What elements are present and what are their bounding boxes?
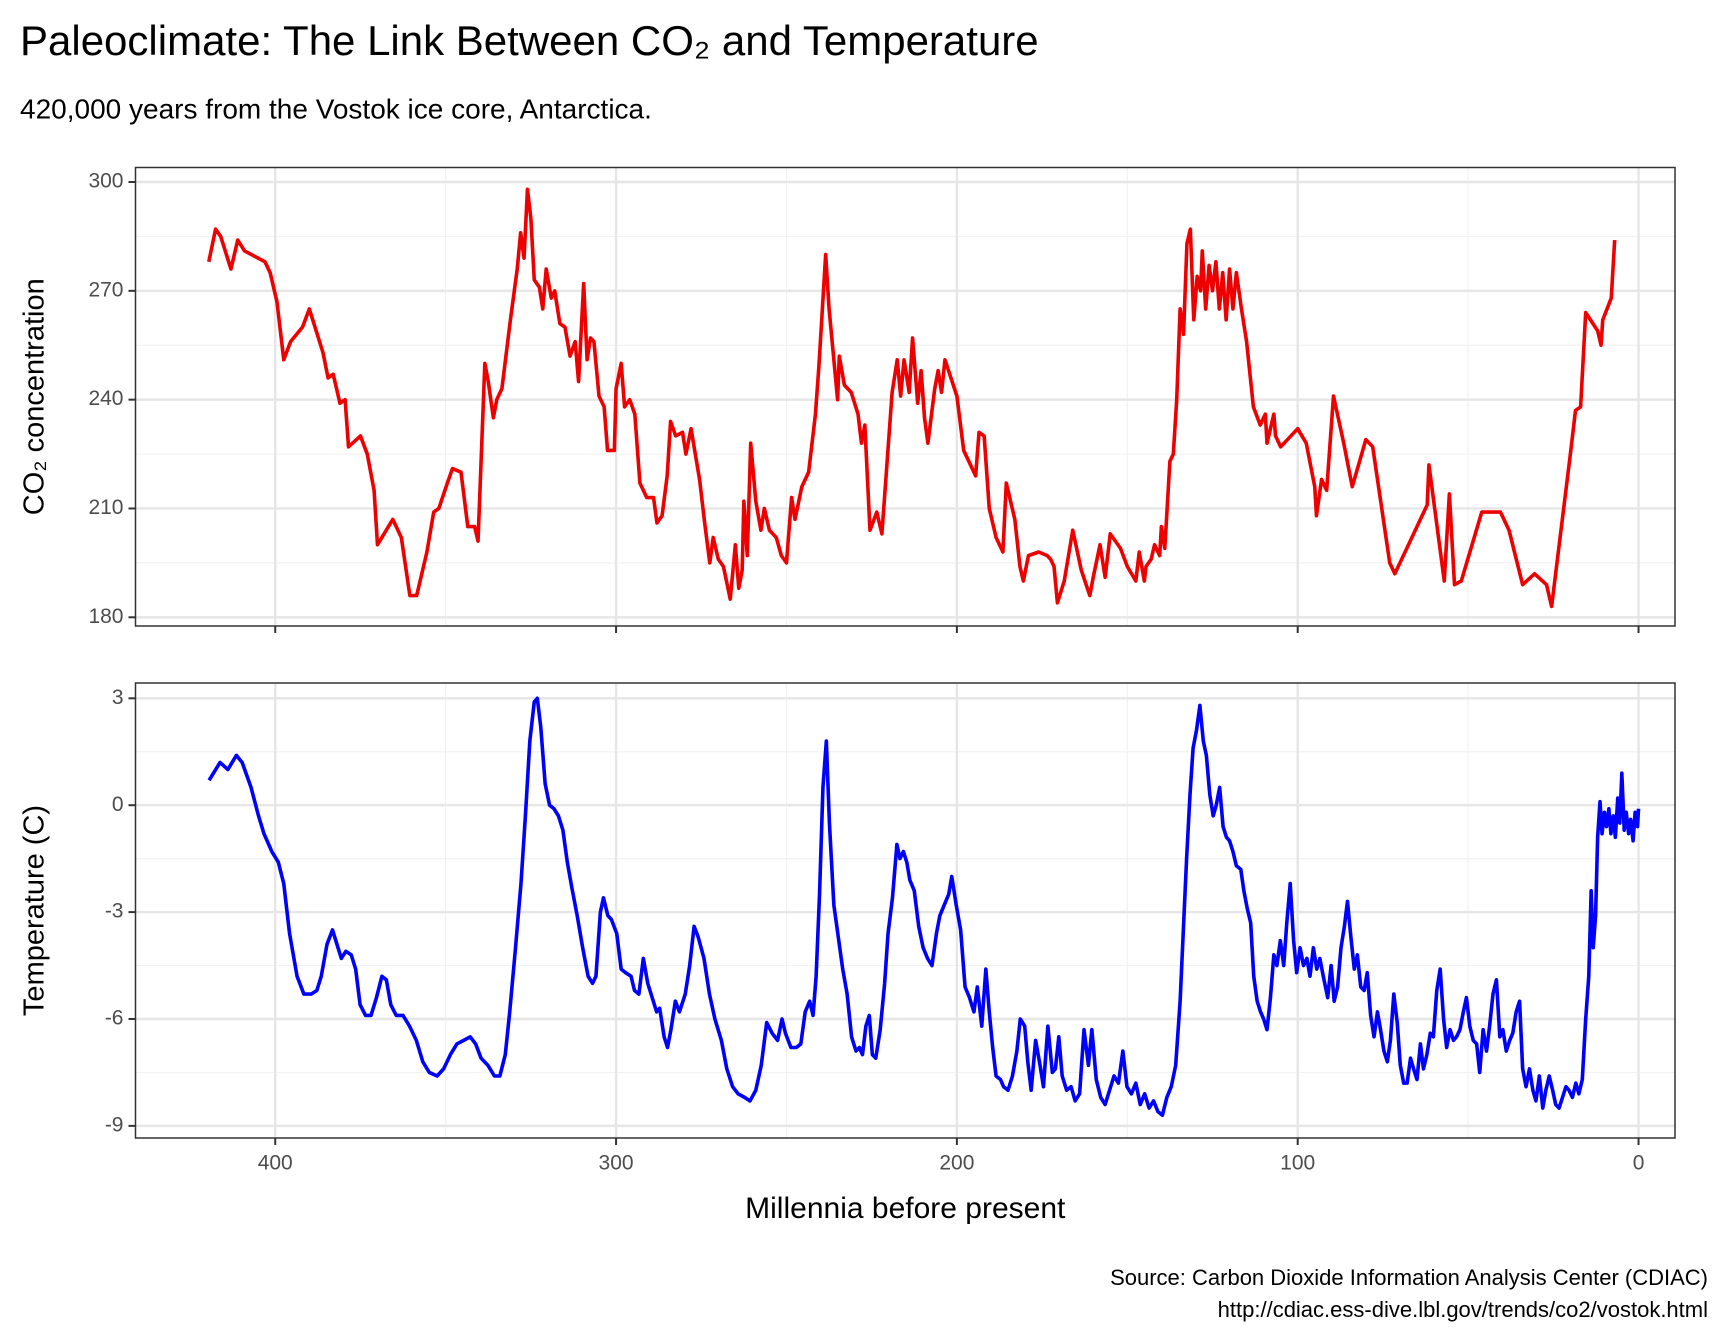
y-tick-label: 0 [112, 793, 124, 816]
y-axis-title: Temperature (C) [19, 805, 51, 1016]
y-tick-label: -9 [105, 1113, 124, 1136]
x-tick-label: 100 [1280, 1152, 1315, 1175]
data-line [207, 187, 1617, 609]
panel-border [134, 166, 1676, 627]
y-tick-label: -3 [105, 900, 124, 923]
data-line [207, 696, 1641, 1117]
x-tick-label: 0 [1633, 1152, 1645, 1175]
y-tick-label: 3 [112, 686, 124, 709]
panel-background [135, 167, 1675, 626]
chart-subtitle: 420,000 years from the Vostok ice core, … [20, 93, 652, 124]
caption: http://cdiac.ess-dive.lbl.gov/trends/co2… [1218, 1297, 1708, 1322]
panel-border [134, 682, 1676, 1139]
x-tick-label: 300 [599, 1152, 634, 1175]
y-tick-label: 240 [88, 387, 123, 410]
chart-title: Paleoclimate: The Link Between CO₂ and T… [20, 17, 1039, 64]
caption: Source: Carbon Dioxide Information Analy… [1110, 1265, 1708, 1290]
y-tick-label: 210 [88, 496, 123, 519]
y-tick-label: 180 [88, 605, 123, 628]
y-tick-label: -6 [105, 1007, 124, 1030]
y-axis-title: CO₂ concentration [19, 278, 51, 515]
y-tick-label: 270 [88, 278, 123, 301]
x-axis-title: Millennia before present [745, 1192, 1066, 1225]
x-tick-label: 400 [258, 1152, 293, 1175]
x-tick-label: 200 [939, 1152, 974, 1175]
y-tick-label: 300 [88, 170, 123, 193]
